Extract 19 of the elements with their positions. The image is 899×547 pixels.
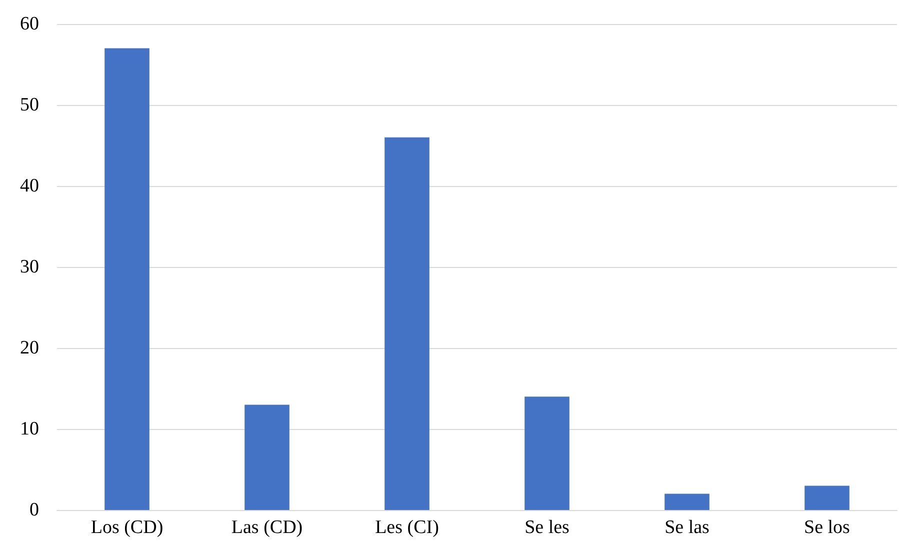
y-tick-label: 60 bbox=[20, 14, 39, 34]
bar bbox=[244, 404, 290, 510]
bar bbox=[384, 137, 430, 510]
x-tick-label: Se los bbox=[804, 517, 850, 538]
x-tick-label: Se les bbox=[524, 517, 570, 538]
bar bbox=[664, 494, 710, 510]
y-tick-label: 30 bbox=[20, 256, 39, 278]
bar bbox=[104, 48, 150, 510]
x-tick-label: Se las bbox=[664, 517, 710, 538]
x-tick-label: Les (CI) bbox=[375, 517, 439, 538]
y-tick-label: 0 bbox=[30, 500, 39, 520]
y-tick-label: 50 bbox=[20, 94, 39, 116]
bar bbox=[804, 486, 850, 510]
y-tick-label: 20 bbox=[20, 338, 39, 358]
y-tick-label: 10 bbox=[20, 418, 39, 440]
bar bbox=[524, 396, 570, 510]
x-tick-label: Los (CD) bbox=[90, 517, 164, 538]
y-tick-label: 40 bbox=[20, 176, 39, 196]
x-tick-label: Las (CD) bbox=[231, 517, 303, 538]
